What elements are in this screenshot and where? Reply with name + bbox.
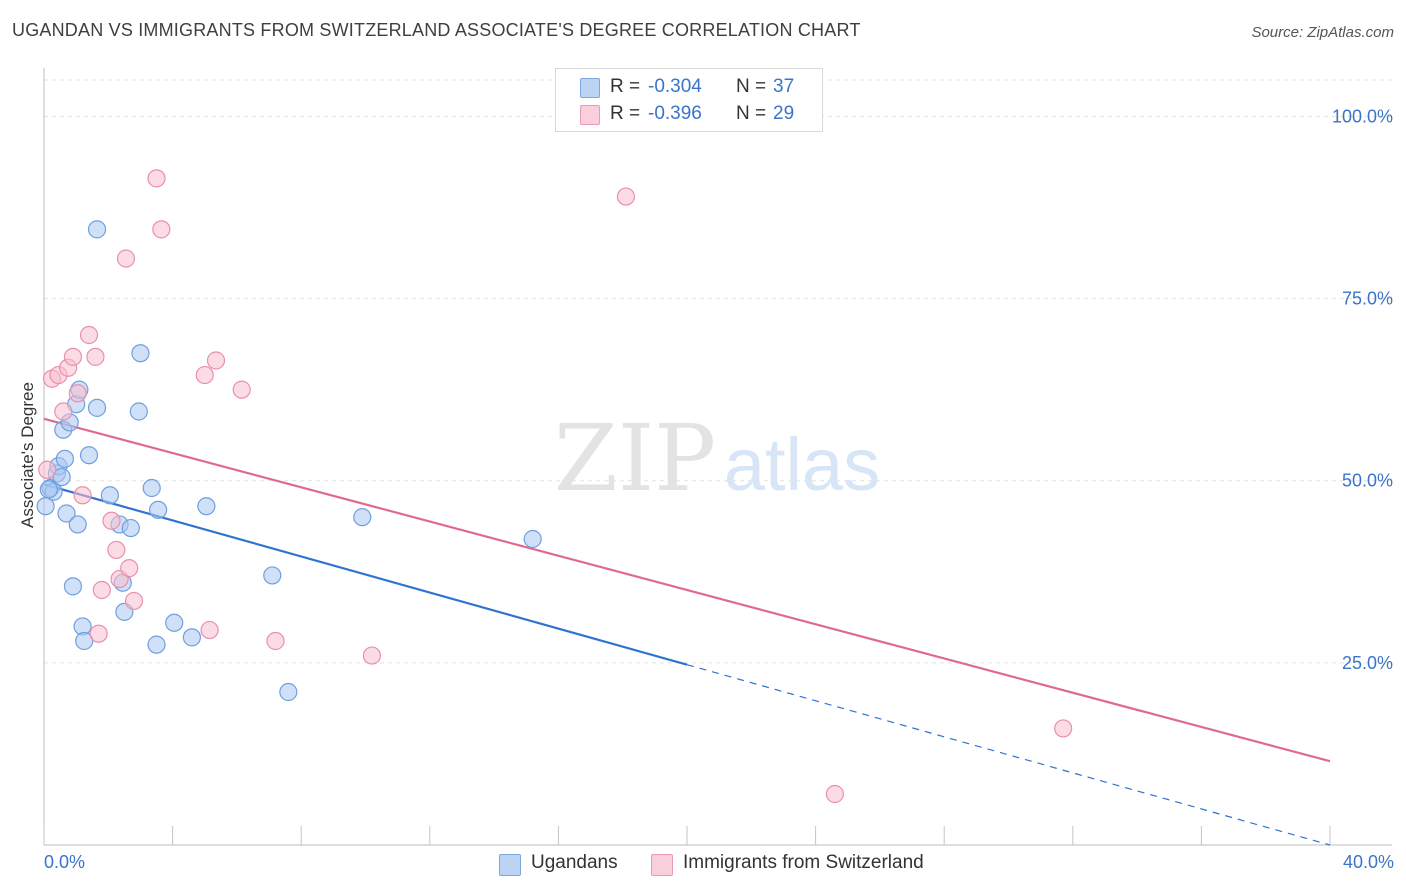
point-ugandans xyxy=(79,446,99,465)
n-label: N = xyxy=(736,76,767,97)
point-switzerland xyxy=(73,486,92,505)
point-switzerland xyxy=(86,347,105,366)
x-tick-label-max: 40.0% xyxy=(1342,852,1394,872)
legend-swatch-blue xyxy=(580,78,600,98)
point-switzerland xyxy=(102,511,121,530)
legend-swatch-pink xyxy=(580,105,600,125)
point-ugandans xyxy=(142,478,161,498)
point-switzerland xyxy=(147,169,166,188)
legend-label: Ugandans xyxy=(531,852,618,873)
point-switzerland xyxy=(92,580,111,600)
point-ugandans xyxy=(121,518,140,538)
point-ugandans xyxy=(55,449,74,468)
data-points xyxy=(36,169,1073,804)
point-ugandans xyxy=(149,500,168,519)
legend-label: Immigrants from Switzerland xyxy=(683,852,924,873)
point-switzerland xyxy=(362,646,382,665)
n-value: 37 xyxy=(773,76,795,97)
point-switzerland xyxy=(1054,719,1073,738)
point-ugandans xyxy=(131,344,150,363)
point-switzerland xyxy=(200,620,219,640)
watermark-atlas: atlas xyxy=(724,423,880,506)
point-switzerland xyxy=(54,402,73,421)
y-tick-label: 75.0% xyxy=(1342,289,1393,309)
point-switzerland xyxy=(68,384,87,403)
y-tick-label: 25.0% xyxy=(1342,653,1393,673)
point-switzerland xyxy=(266,631,285,651)
point-ugandans xyxy=(63,577,83,596)
point-ugandans xyxy=(87,398,107,417)
point-ugandans xyxy=(75,631,94,651)
chart-source: Source: ZipAtlas.com xyxy=(1251,24,1394,41)
point-switzerland xyxy=(616,187,636,206)
point-switzerland xyxy=(63,347,83,366)
point-ugandans xyxy=(129,402,148,421)
point-ugandans xyxy=(263,566,282,585)
y-axis-label: Associate's Degree xyxy=(18,382,37,528)
trend-line-switzerland xyxy=(43,417,1331,763)
axes xyxy=(43,68,1392,846)
r-label: R = xyxy=(610,76,641,97)
point-ugandans xyxy=(353,508,372,527)
point-switzerland xyxy=(195,365,214,385)
point-ugandans xyxy=(39,480,58,499)
point-ugandans xyxy=(182,628,201,647)
trend-line-ugandans-extrapolated xyxy=(686,664,1331,846)
point-switzerland xyxy=(825,784,844,804)
point-switzerland xyxy=(120,559,139,578)
point-switzerland xyxy=(38,460,57,479)
point-ugandans xyxy=(279,682,298,702)
point-switzerland xyxy=(206,351,226,370)
r-label: R = xyxy=(610,103,641,124)
correlation-legend: R = -0.304 N = 37 R = -0.396 N = 29 xyxy=(555,68,823,132)
watermark-zip: ZIP xyxy=(554,405,716,512)
n-label: N = xyxy=(736,103,767,124)
point-switzerland xyxy=(116,249,136,268)
y-tick-labels: 25.0% 50.0% 75.0% 100.0% xyxy=(1332,106,1393,672)
point-switzerland xyxy=(124,591,144,611)
point-switzerland xyxy=(79,325,99,345)
point-ugandans xyxy=(523,529,542,549)
chart-title: UGANDAN VS IMMIGRANTS FROM SWITZERLAND A… xyxy=(12,20,861,40)
grid-lines xyxy=(44,79,1392,664)
legend-swatch-blue xyxy=(499,854,521,876)
point-ugandans xyxy=(165,613,184,632)
point-ugandans xyxy=(197,497,216,516)
point-ugandans xyxy=(68,515,87,534)
r-value: -0.396 xyxy=(648,103,702,124)
point-ugandans xyxy=(100,486,120,505)
x-tick-label-min: 0.0% xyxy=(44,852,86,872)
point-ugandans xyxy=(87,220,107,239)
series-legend: Ugandans Immigrants from Switzerland xyxy=(0,852,1406,876)
legend-swatch-pink xyxy=(651,854,673,876)
y-tick-label: 50.0% xyxy=(1342,471,1393,491)
n-value: 29 xyxy=(773,103,795,124)
point-switzerland xyxy=(152,220,171,239)
point-ugandans xyxy=(147,635,166,654)
y-tick-label: 100.0% xyxy=(1332,106,1393,126)
point-ugandans xyxy=(57,504,76,523)
r-value: -0.304 xyxy=(648,76,702,97)
point-switzerland xyxy=(89,624,108,643)
point-ugandans xyxy=(52,467,71,487)
point-switzerland xyxy=(232,380,251,399)
point-switzerland xyxy=(107,540,126,560)
